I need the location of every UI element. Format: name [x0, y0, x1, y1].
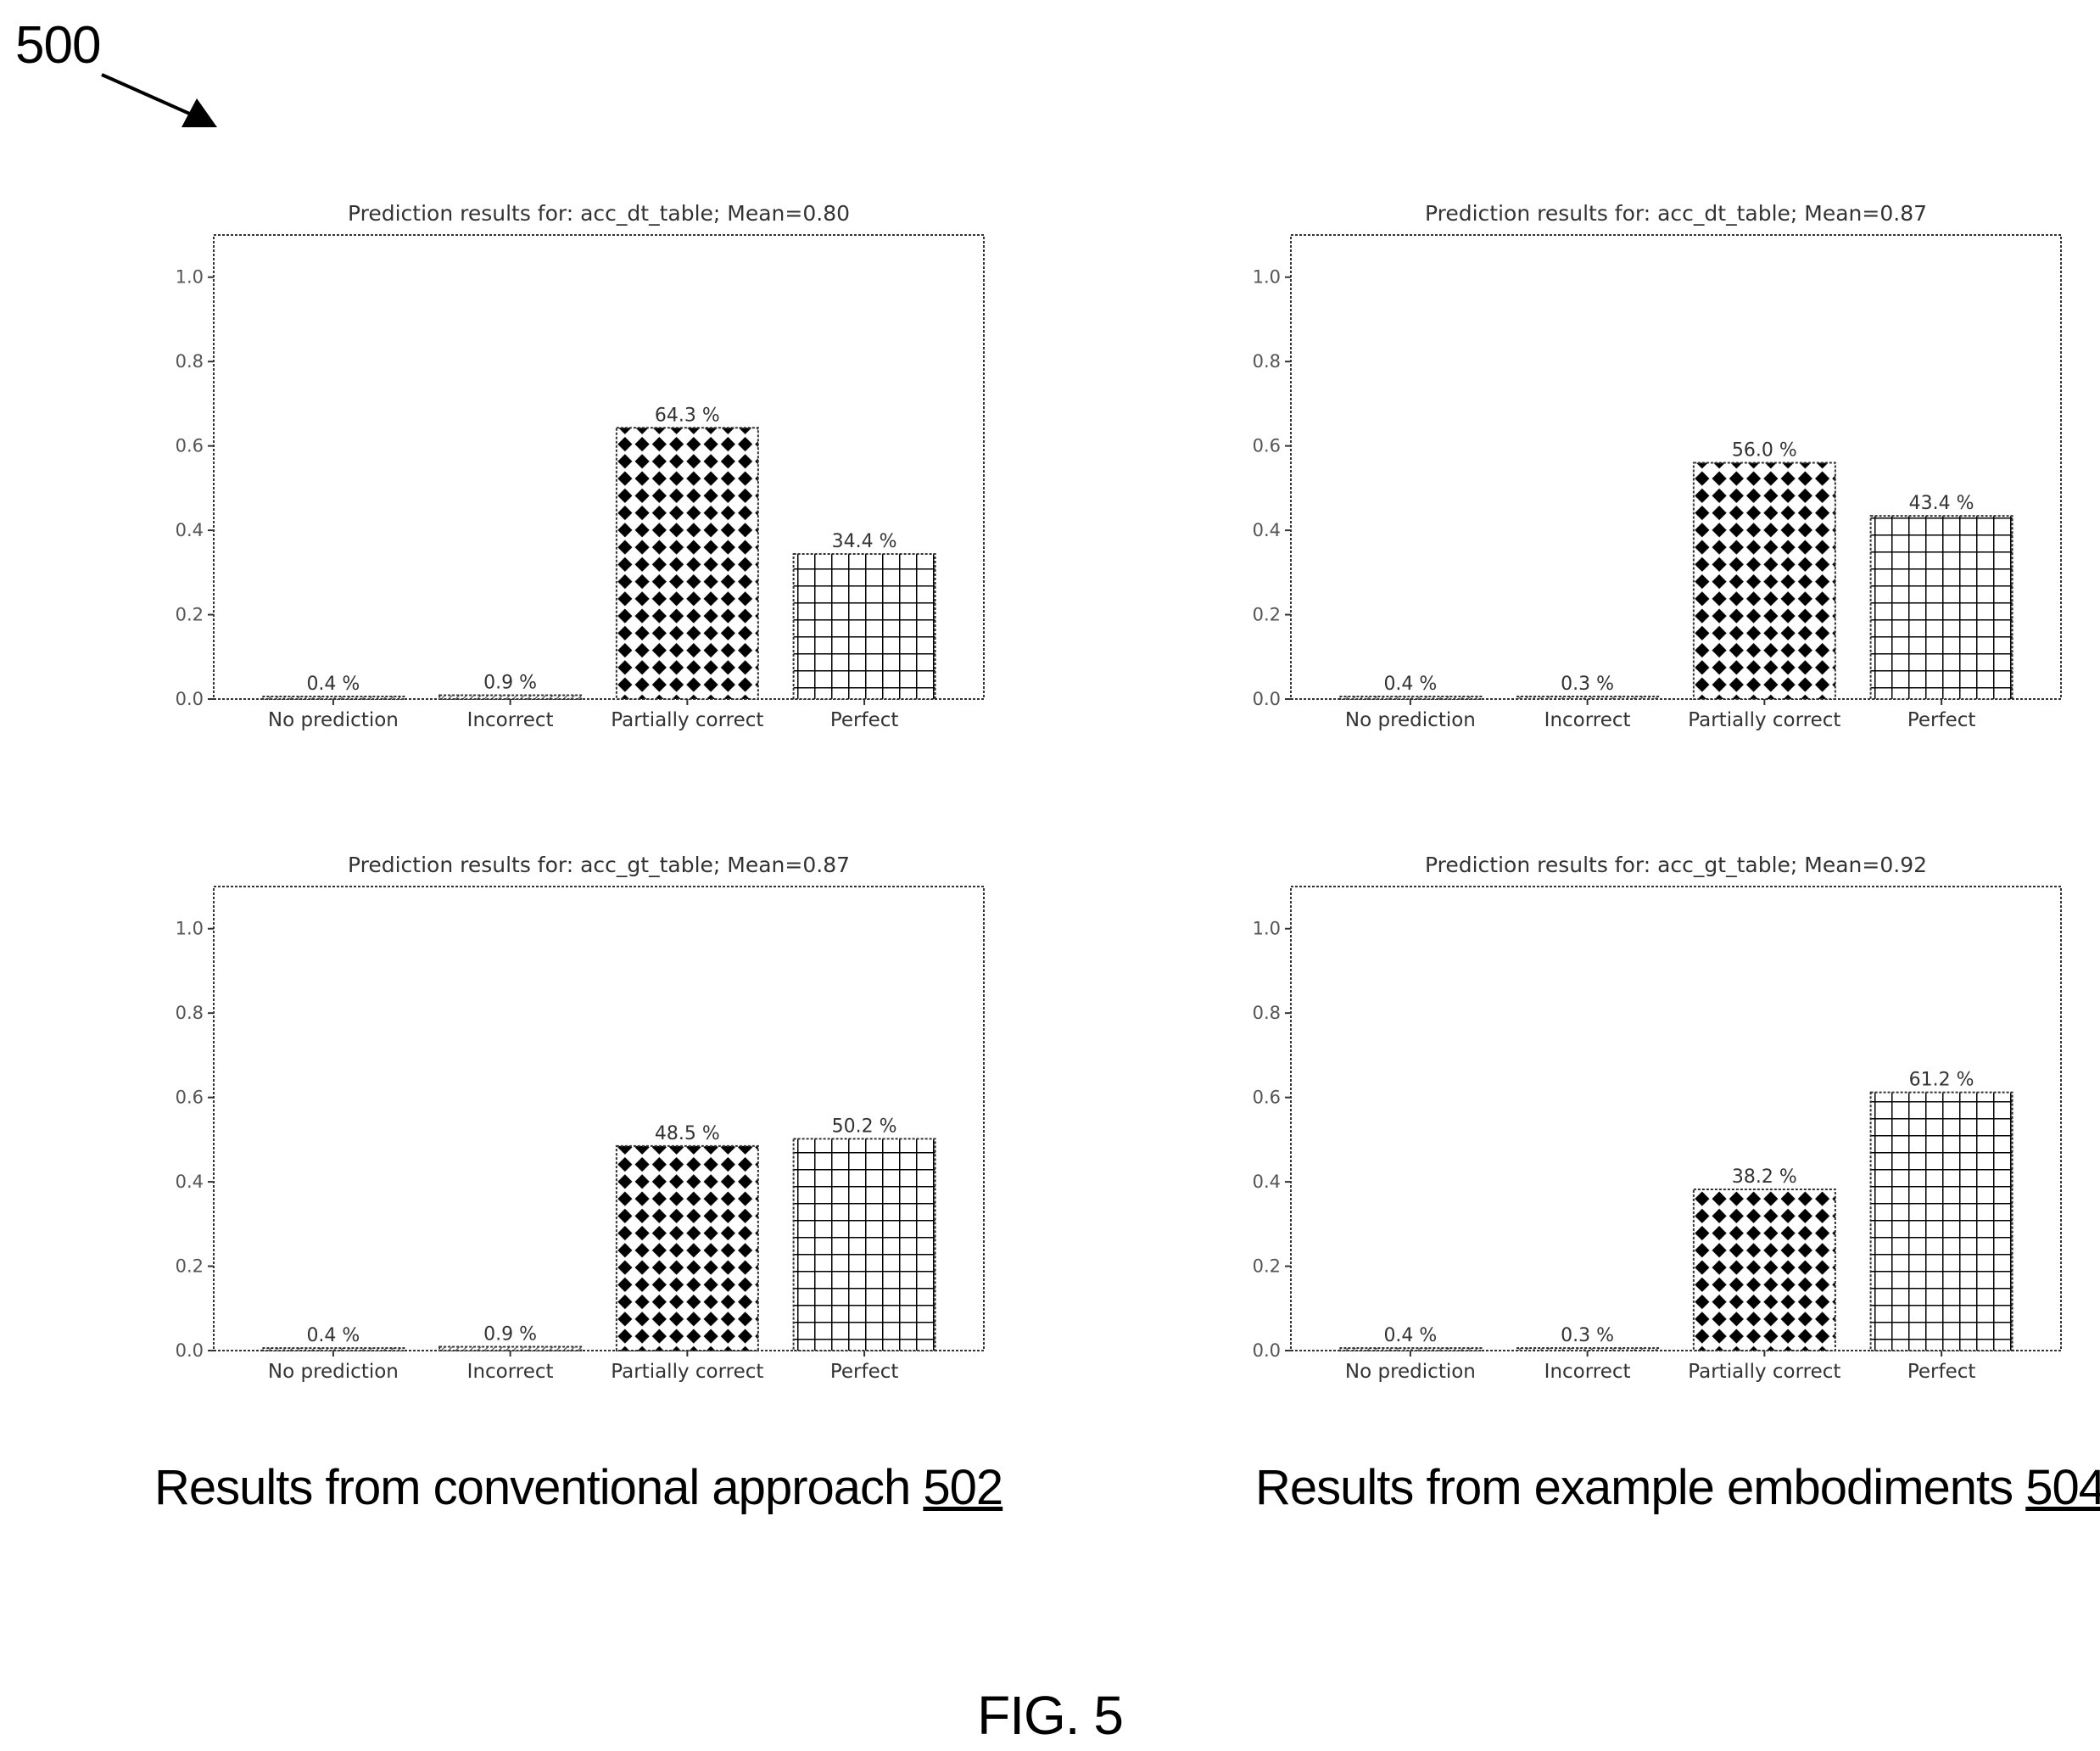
bar-value-label-incorrect: 0.9 %: [483, 1324, 537, 1345]
y-tick-label: 0.6: [1253, 436, 1281, 456]
y-tick-label: 1.0: [1253, 919, 1281, 939]
bar-no-prediction: [1338, 1347, 1483, 1351]
bar-value-label-no-prediction: 0.4 %: [1383, 1325, 1437, 1346]
plot-frame: [213, 886, 985, 1351]
bar-value-label-no-prediction: 0.4 %: [306, 1325, 360, 1346]
bar-value-label-partially-correct: 64.3 %: [655, 405, 720, 426]
y-tick-label: 1.0: [176, 919, 204, 939]
x-tick-label-perfect: Perfect: [830, 709, 899, 731]
plot-frame: [1290, 886, 2062, 1351]
y-tick-label: 0.0: [1253, 1340, 1281, 1361]
y-tick-label: 0.2: [176, 605, 204, 625]
chart-panel-top-right: Prediction results for: acc_dt_table; Me…: [1230, 195, 2100, 823]
bar-chart-dt-conventional: Prediction results for: acc_dt_table; Me…: [176, 201, 985, 731]
bar-no-prediction: [1338, 696, 1483, 700]
x-tick-label-no-prediction: No prediction: [1345, 709, 1476, 731]
bar-value-label-perfect: 43.4 %: [1909, 493, 1974, 514]
y-tick-label: 1.0: [176, 267, 204, 288]
chart-title: Prediction results for: acc_gt_table; Me…: [1425, 853, 1927, 877]
caption-embodiments-number: 504: [2025, 1460, 2100, 1515]
y-tick-label: 0.4: [176, 1172, 204, 1192]
bar-perfect: [792, 552, 936, 700]
x-tick-label-no-prediction: No prediction: [1345, 1361, 1476, 1383]
y-tick-label: 1.0: [1253, 267, 1281, 288]
chart-panel-bottom-right: Prediction results for: acc_gt_table; Me…: [1230, 847, 2100, 1474]
chart-panel-top-left: Prediction results for: acc_dt_table; Me…: [153, 195, 1043, 823]
y-tick-label: 0.8: [176, 1003, 204, 1023]
x-tick-label-incorrect: Incorrect: [1544, 1361, 1631, 1383]
plot-frame: [1290, 234, 2062, 700]
chart-title: Prediction results for: acc_gt_table; Me…: [348, 853, 850, 877]
bar-value-label-incorrect: 0.3 %: [1561, 1325, 1614, 1346]
bar-incorrect: [1516, 1347, 1660, 1351]
bar-partially-correct: [615, 1144, 759, 1351]
plot-frame: [213, 234, 985, 700]
y-tick-label: 0.8: [176, 351, 204, 372]
bar-value-label-incorrect: 0.9 %: [483, 673, 537, 694]
caption-conventional-number: 502: [923, 1460, 1003, 1515]
caption-embodiments: Results from example embodiments 504: [1255, 1459, 2100, 1516]
bar-value-label-perfect: 50.2 %: [832, 1116, 897, 1137]
y-tick-label: 0.0: [176, 689, 204, 709]
x-tick-label-partially-correct: Partially correct: [1688, 1361, 1840, 1383]
figure-reference-number: 500: [15, 16, 101, 75]
bar-incorrect: [438, 694, 583, 700]
x-tick-label-incorrect: Incorrect: [467, 709, 554, 731]
bar-partially-correct: [615, 427, 759, 700]
bar-value-label-partially-correct: 38.2 %: [1732, 1166, 1797, 1188]
chart-title: Prediction results for: acc_dt_table; Me…: [348, 201, 850, 226]
y-tick-label: 0.6: [1253, 1088, 1281, 1108]
bar-perfect: [792, 1138, 936, 1351]
y-tick-label: 0.4: [1253, 1172, 1281, 1192]
bar-chart-dt-embodiment: Prediction results for: acc_dt_table; Me…: [1253, 201, 2062, 731]
chart-panel-bottom-left: Prediction results for: acc_gt_table; Me…: [153, 847, 1043, 1474]
bar-perfect: [1869, 515, 2013, 700]
caption-embodiments-text: Results from example embodiments: [1255, 1460, 2026, 1515]
bar-value-label-no-prediction: 0.4 %: [1383, 674, 1437, 695]
caption-conventional: Results from conventional approach 502: [154, 1459, 1003, 1516]
bar-value-label-perfect: 34.4 %: [832, 531, 897, 552]
x-tick-label-partially-correct: Partially correct: [611, 1361, 763, 1383]
chart-title: Prediction results for: acc_dt_table; Me…: [1425, 201, 1927, 226]
y-tick-label: 0.6: [176, 1088, 204, 1108]
x-tick-label-perfect: Perfect: [830, 1361, 899, 1383]
bar-incorrect: [438, 1345, 583, 1351]
bar-partially-correct: [1692, 462, 1836, 700]
y-tick-label: 0.0: [1253, 689, 1281, 709]
x-tick-label-partially-correct: Partially correct: [611, 709, 763, 731]
bar-chart-gt-embodiment: Prediction results for: acc_gt_table; Me…: [1253, 853, 2062, 1383]
y-tick-label: 0.2: [1253, 1256, 1281, 1277]
bar-value-label-perfect: 61.2 %: [1909, 1070, 1974, 1091]
y-tick-label: 0.8: [1253, 351, 1281, 372]
bar-value-label-no-prediction: 0.4 %: [306, 674, 360, 695]
x-tick-label-no-prediction: No prediction: [268, 709, 399, 731]
bar-value-label-partially-correct: 56.0 %: [1732, 440, 1797, 462]
x-tick-label-incorrect: Incorrect: [467, 1361, 554, 1383]
reference-arrow-icon: [101, 73, 217, 127]
bar-incorrect: [1516, 696, 1660, 700]
caption-conventional-text: Results from conventional approach: [154, 1460, 924, 1515]
x-tick-label-partially-correct: Partially correct: [1688, 709, 1840, 731]
y-tick-label: 0.4: [176, 520, 204, 540]
bar-no-prediction: [261, 1347, 405, 1351]
bar-chart-gt-conventional: Prediction results for: acc_gt_table; Me…: [176, 853, 985, 1383]
y-tick-label: 0.8: [1253, 1003, 1281, 1023]
y-tick-label: 0.2: [1253, 605, 1281, 625]
y-tick-label: 0.2: [176, 1256, 204, 1277]
y-tick-label: 0.0: [176, 1340, 204, 1361]
y-tick-label: 0.4: [1253, 520, 1281, 540]
bar-partially-correct: [1692, 1189, 1836, 1351]
x-tick-label-perfect: Perfect: [1907, 1361, 1976, 1383]
x-tick-label-perfect: Perfect: [1907, 709, 1976, 731]
bar-no-prediction: [261, 696, 405, 700]
bar-perfect: [1869, 1091, 2013, 1351]
x-tick-label-incorrect: Incorrect: [1544, 709, 1631, 731]
x-tick-label-no-prediction: No prediction: [268, 1361, 399, 1383]
bar-value-label-incorrect: 0.3 %: [1561, 674, 1614, 695]
bar-value-label-partially-correct: 48.5 %: [655, 1123, 720, 1144]
y-tick-label: 0.6: [176, 436, 204, 456]
figure-label: FIG. 5: [977, 1685, 1124, 1746]
